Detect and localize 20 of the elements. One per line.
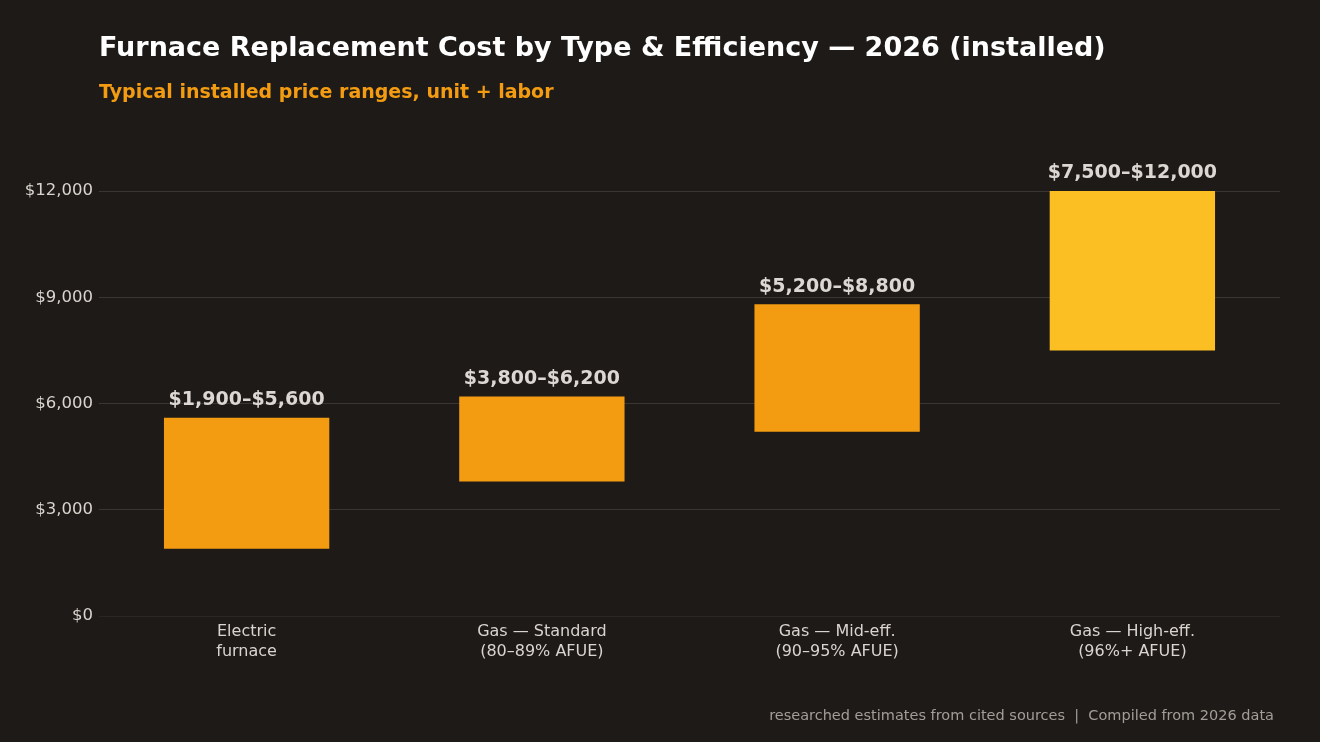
data-label: $3,800–$6,200 xyxy=(463,365,620,388)
x-tick-label: Gas — Standard (80–89% AFUE) xyxy=(477,621,607,661)
chart-title: Furnace Replacement Cost by Type & Efficiency — 2026 (installed) xyxy=(99,31,1106,62)
bar xyxy=(459,396,625,482)
y-tick-label: $0 xyxy=(72,605,93,625)
x-tick-label: Electric furnace xyxy=(216,621,277,661)
bar xyxy=(163,417,330,549)
y-tick-label: $6,000 xyxy=(35,392,93,412)
bar xyxy=(754,304,920,432)
x-tick-label: Gas — Mid-eff. (90–95% AFUE) xyxy=(775,621,899,661)
x-tick-label: Gas — High-eff. (96%+ AFUE) xyxy=(1069,621,1195,661)
chart-subtitle: Typical installed price ranges, unit + labor xyxy=(99,80,554,102)
text: researched estimates from cited sources | Compiled from 2026 data xyxy=(769,707,1274,723)
y-tick-label: $3,000 xyxy=(35,499,93,519)
y-tick-label: $9,000 xyxy=(35,286,93,306)
data-label: $5,200–$8,800 xyxy=(759,273,916,296)
y-tick-label: $12,000 xyxy=(24,180,93,200)
data-label: $1,900–$5,600 xyxy=(168,387,325,410)
data-label: $7,500–$12,000 xyxy=(1047,160,1218,183)
bar xyxy=(1049,191,1216,351)
